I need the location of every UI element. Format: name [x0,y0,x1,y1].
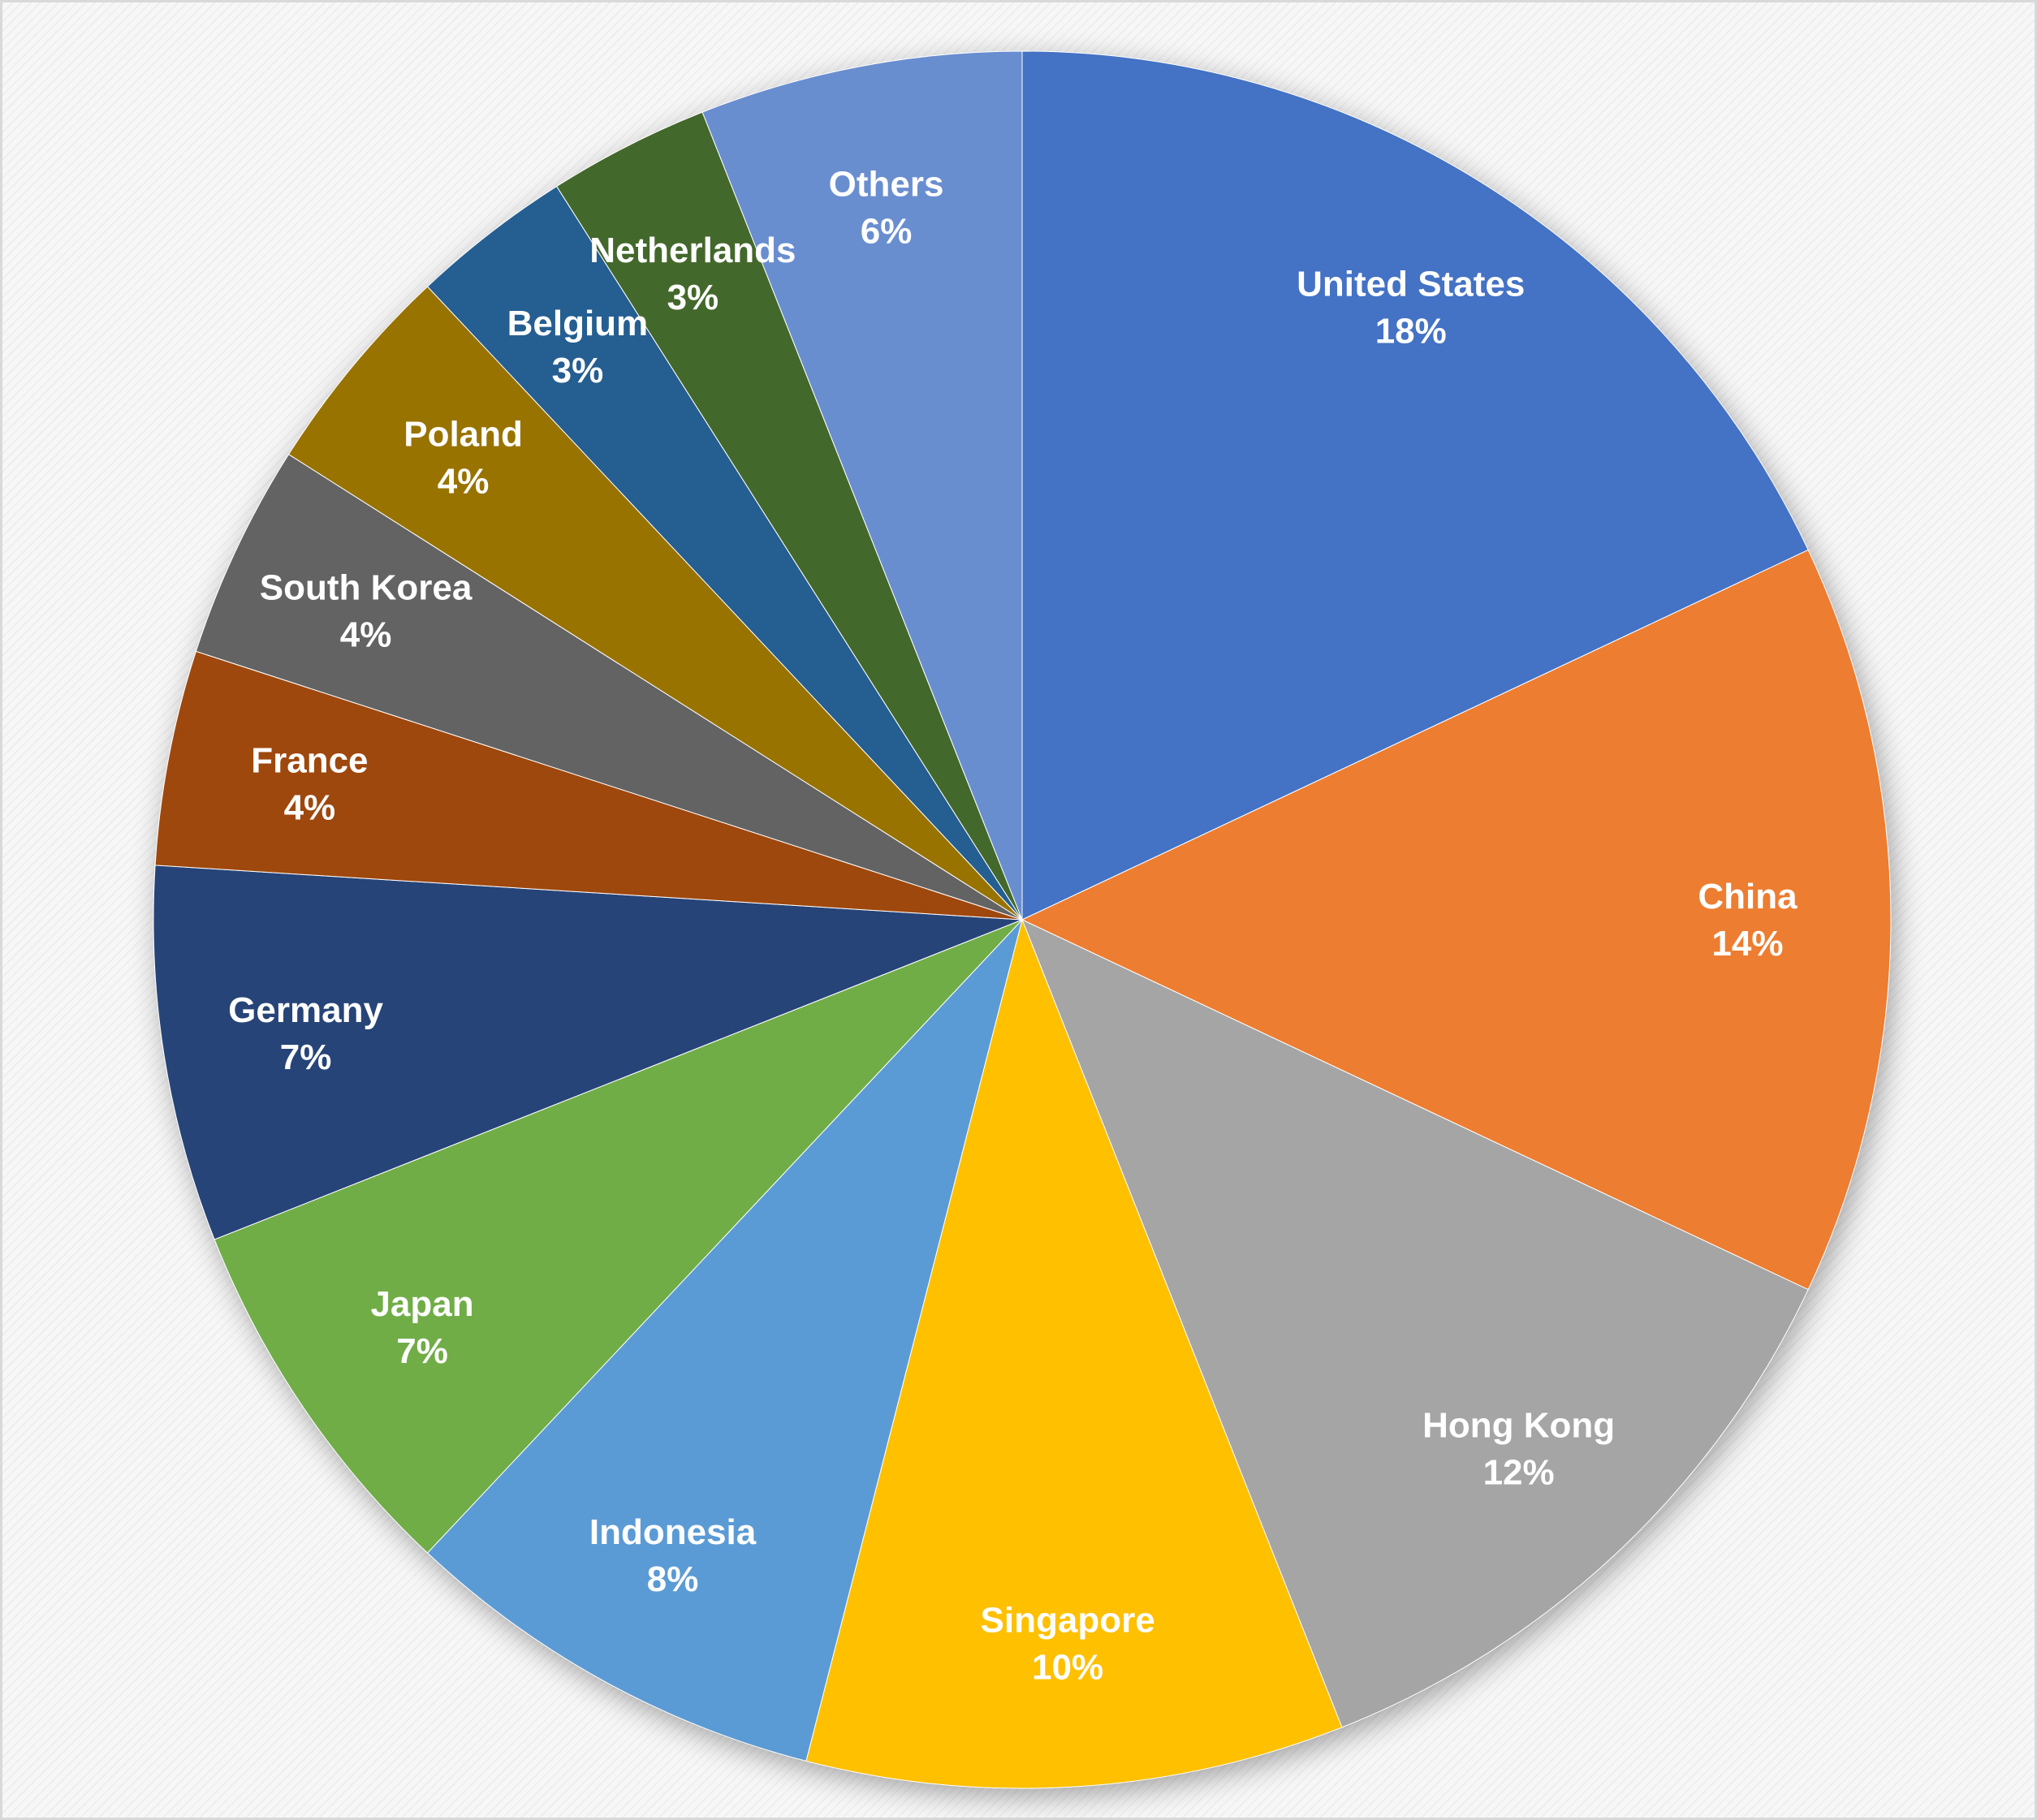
slice-label-france: France [251,741,368,781]
slice-value-singapore: 10% [1032,1648,1103,1688]
pie-slice-japan [214,919,1023,1554]
pie-slice-france [154,650,1023,921]
slice-label-south-korea: South Korea [260,568,473,608]
slice-value-france: 4% [284,788,336,828]
slice-value-south-korea: 4% [340,615,392,655]
slice-value-poland: 4% [438,461,490,501]
slice-label-belgium: Belgium [507,304,649,343]
pie-slice-united-states [1021,50,1809,921]
slice-value-indonesia: 8% [647,1559,699,1599]
pie-slice-china [1021,549,1892,1291]
pie-slice-indonesia [426,919,1023,1762]
slice-label-china: China [1698,877,1797,916]
pie-slices [153,50,1892,1789]
slice-value-japan: 7% [396,1331,448,1371]
slice-value-belgium: 3% [552,351,604,390]
pie-slice-poland [287,286,1023,921]
pie-slice-hong-kong [1021,919,1809,1728]
slice-label-indonesia: Indonesia [589,1512,757,1552]
slice-label-japan: Japan [370,1284,473,1324]
slice-value-others: 6% [861,211,913,251]
slice-label-germany: Germany [228,990,383,1030]
pie-slice-south-korea [195,453,1023,921]
data-labels: United States 18% China 14% Hong Kong 12% Sing… [228,164,1797,1687]
pie-slice-singapore [805,918,1343,1789]
slice-label-netherlands: Netherlands [589,231,796,270]
pie-slice-germany [153,865,1023,1240]
slice-label-united-states: United States [1297,265,1525,304]
slice-value-china: 14% [1711,924,1783,964]
slice-value-hong-kong: 12% [1483,1452,1555,1492]
slice-value-netherlands: 3% [667,278,719,317]
slice-label-singapore: Singapore [981,1601,1155,1641]
slice-label-others: Others [829,164,944,204]
slice-label-hong-kong: Hong Kong [1422,1405,1615,1445]
slice-value-germany: 7% [280,1037,332,1077]
pie-slice-others [701,50,1023,921]
slice-label-poland: Poland [404,414,523,454]
slice-value-united-states: 18% [1375,312,1447,351]
